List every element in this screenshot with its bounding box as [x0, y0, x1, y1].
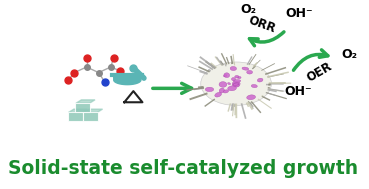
Ellipse shape [228, 86, 237, 91]
Ellipse shape [205, 87, 214, 92]
Polygon shape [83, 109, 103, 112]
Circle shape [201, 62, 272, 105]
FancyArrowPatch shape [293, 50, 328, 70]
Ellipse shape [219, 82, 227, 87]
Ellipse shape [234, 80, 241, 82]
FancyBboxPatch shape [75, 103, 90, 112]
Polygon shape [114, 75, 141, 85]
Ellipse shape [230, 67, 237, 70]
Ellipse shape [235, 75, 239, 78]
Ellipse shape [231, 77, 235, 81]
Text: O₂: O₂ [341, 47, 357, 60]
Ellipse shape [228, 83, 231, 85]
Text: Solid-state self-catalyzed growth: Solid-state self-catalyzed growth [8, 159, 358, 178]
Ellipse shape [251, 84, 257, 88]
Ellipse shape [247, 70, 252, 74]
Ellipse shape [224, 73, 230, 77]
FancyBboxPatch shape [83, 112, 98, 121]
Polygon shape [68, 109, 87, 112]
Ellipse shape [215, 92, 221, 97]
Ellipse shape [224, 75, 227, 77]
Text: OH⁻: OH⁻ [286, 7, 313, 20]
Ellipse shape [219, 88, 224, 93]
FancyArrowPatch shape [249, 32, 284, 46]
Ellipse shape [232, 84, 239, 87]
FancyBboxPatch shape [68, 112, 83, 121]
Ellipse shape [238, 77, 241, 79]
Text: O₂: O₂ [240, 3, 256, 16]
Ellipse shape [233, 83, 239, 85]
Ellipse shape [232, 81, 240, 86]
Text: OER: OER [304, 60, 334, 85]
Ellipse shape [257, 78, 263, 82]
Ellipse shape [242, 67, 249, 70]
Polygon shape [76, 100, 95, 103]
Text: OH⁻: OH⁻ [284, 85, 312, 98]
Ellipse shape [223, 90, 228, 93]
Text: ORR: ORR [246, 13, 277, 35]
Ellipse shape [247, 95, 255, 100]
